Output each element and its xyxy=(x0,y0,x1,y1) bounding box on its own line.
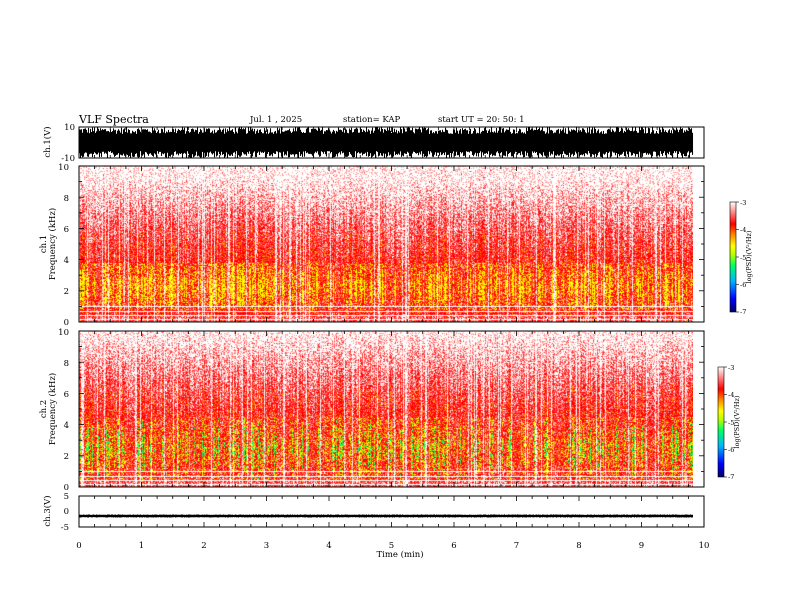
ch1-spec-ytick-0: 0 xyxy=(64,318,69,328)
x-tick-label: 3 xyxy=(264,541,269,551)
ch2-cb-tick-2: -4 xyxy=(728,391,734,399)
ch2-spectrogram-image xyxy=(79,331,693,487)
ch1-ytick-top: 10 xyxy=(64,123,75,133)
ch1-spec-ytick-4: 4 xyxy=(64,256,69,266)
ch2-spec-ytick-4: 4 xyxy=(64,421,69,431)
ch1-spectrogram-panel: 0 2 4 6 8 10 ch.1Frequency (kHz) -3 -4 -… xyxy=(39,163,753,328)
ch2-cb-tick-4: -6 xyxy=(728,446,734,454)
ch2-spec-ytick-2: 2 xyxy=(64,452,69,462)
ch2-spec-ytick-10: 10 xyxy=(58,328,69,338)
ch3-waveform-trace xyxy=(78,514,694,518)
ch2-spec-ytick-8: 8 xyxy=(64,359,69,369)
ch2-spec-ylabel: ch.2Frequency (kHz) xyxy=(39,373,58,445)
x-tick-label: 9 xyxy=(639,541,644,551)
start-time-label: start UT = 20: 50: 1 xyxy=(438,115,525,125)
ch1-spec-ytick-10: 10 xyxy=(58,163,69,173)
x-tick-label: 7 xyxy=(514,541,519,551)
ch3-waveform-panel: 5 0 -5 ch.3(V) xyxy=(42,492,705,533)
ch3-ylabel: ch.3(V) xyxy=(42,495,53,526)
ch3-ytick-mid: 0 xyxy=(64,507,69,517)
x-tick-label: 6 xyxy=(451,541,456,551)
x-axis-label: Time (min) xyxy=(376,549,423,560)
x-tick-label: 8 xyxy=(576,541,581,551)
x-tick-label: 5 xyxy=(389,541,394,551)
ch1-ylabel: ch.1(V) xyxy=(42,126,53,157)
ch2-cb-tick-3: -5 xyxy=(728,419,734,427)
date-label: Jul. 1 , 2025 xyxy=(249,115,302,125)
ch3-ytick-top: 5 xyxy=(64,492,69,502)
ch1-spec-ytick-2: 2 xyxy=(64,287,69,297)
x-tick-label: 2 xyxy=(201,541,206,551)
ch2-spec-ytick-0: 0 xyxy=(64,483,69,493)
ch3-ytick-bottom: -5 xyxy=(61,523,69,533)
ch1-spec-ytick-8: 8 xyxy=(64,194,69,204)
ch1-waveform-trace xyxy=(78,127,694,158)
ch1-cb-tick-3: -5 xyxy=(740,254,746,262)
ch2-cb-tick-top: -3 xyxy=(728,364,734,372)
station-label: station= KAP xyxy=(343,115,401,125)
x-tick-label: 0 xyxy=(76,541,81,551)
x-tick-label: 4 xyxy=(326,541,331,551)
ch1-spectrogram-image xyxy=(79,166,693,322)
ch1-cb-label: log(PSD)(V²/Hz) xyxy=(745,230,753,283)
ch1-spec-ylabel: ch.1Frequency (kHz) xyxy=(39,208,58,280)
ch1-colorbar xyxy=(729,201,737,313)
ch2-cb-tick-bottom: -7 xyxy=(728,473,734,481)
x-tick-label: 1 xyxy=(139,541,144,551)
figure-title: VLF Spectra xyxy=(78,113,149,126)
ch2-colorbar xyxy=(717,366,725,478)
ch1-spec-ytick-6: 6 xyxy=(64,225,69,235)
ch2-spectrogram-panel: 0 2 4 6 8 10 ch.2Frequency (kHz) -3 -4 -… xyxy=(39,328,741,493)
ch2-cb-label: log(PSD)(V²/Hz) xyxy=(733,395,741,448)
x-tick-label: 10 xyxy=(699,541,710,551)
ch1-cb-tick-2: -4 xyxy=(740,226,746,234)
ch2-spec-ytick-6: 6 xyxy=(64,390,69,400)
ch1-ytick-bottom: -10 xyxy=(61,154,75,164)
ch1-cb-tick-top: -3 xyxy=(740,199,746,207)
ch1-waveform-panel: 10 -10 ch.1(V) xyxy=(42,123,705,164)
ch1-cb-tick-bottom: -7 xyxy=(740,308,746,316)
x-tick-labels: 0 1 2 3 4 5 6 7 8 9 10 xyxy=(76,541,709,551)
ch1-cb-tick-4: -6 xyxy=(740,281,746,289)
